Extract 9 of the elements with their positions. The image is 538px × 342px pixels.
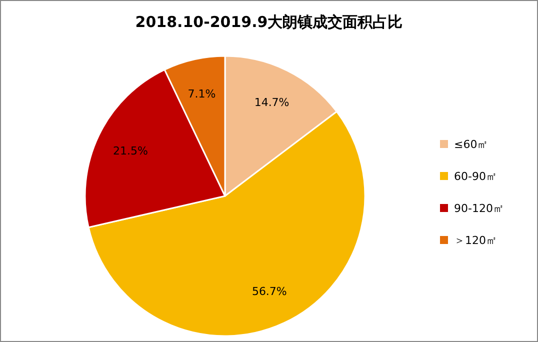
data-label: 21.5%: [112, 144, 148, 158]
legend-label: ≤60㎡: [454, 138, 488, 151]
legend-label: 90-120㎡: [454, 202, 504, 215]
data-label: 56.7%: [252, 284, 287, 298]
chart-title: 2018.10-2019.9大朗镇成交面积占比: [135, 13, 403, 31]
legend-label: ＞120㎡: [454, 234, 497, 247]
data-label: 14.7%: [254, 96, 290, 109]
data-label: 7.1%: [188, 87, 216, 100]
legend-label: 60-90㎡: [454, 170, 497, 183]
